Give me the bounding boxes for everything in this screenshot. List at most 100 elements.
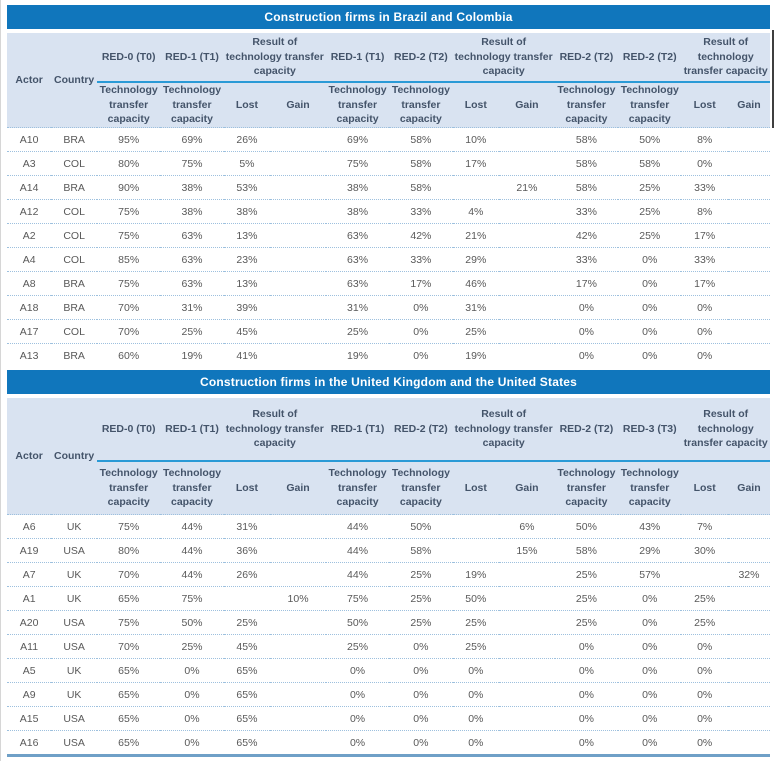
value-cell: 0% (389, 730, 453, 756)
value-cell (499, 247, 555, 272)
value-cell: 0% (554, 295, 619, 320)
value-cell (270, 658, 326, 683)
actor-cell: A15 (7, 706, 52, 731)
country-cell: USA (51, 706, 98, 731)
country-cell: COL (51, 319, 98, 344)
value-cell: 29% (618, 538, 682, 563)
value-cell: 0% (554, 319, 619, 344)
value-cell (499, 319, 555, 344)
value-cell: 25% (681, 610, 728, 635)
value-cell: 0% (681, 343, 728, 368)
value-cell: 29% (452, 247, 500, 272)
value-cell: 58% (554, 538, 619, 563)
value-cell: 65% (97, 706, 161, 731)
value-cell (681, 562, 728, 587)
value-cell: 10% (452, 127, 500, 152)
value-cell: 13% (223, 223, 271, 248)
value-cell: 31% (160, 295, 224, 320)
value-cell (499, 223, 555, 248)
lost-sub-header: Lost (681, 461, 728, 515)
value-cell: 39% (223, 295, 271, 320)
value-cell: 25% (389, 562, 453, 587)
capacity-sub-header: Technology transfer capacity (97, 82, 161, 128)
value-cell: 36% (223, 538, 271, 563)
actor-cell: A17 (7, 319, 52, 344)
country-column-header: Country (51, 33, 98, 128)
actor-column-header: Actor (7, 33, 52, 128)
value-cell: 69% (325, 127, 390, 152)
value-cell (727, 610, 770, 635)
value-cell (499, 610, 555, 635)
value-cell (499, 586, 555, 611)
table-row: A18 BRA 70% 31% 39% 31% 0% 31% 0% 0% 0% (7, 295, 770, 320)
table-row: A7 UK 70% 44% 26% 44% 25% 19% 25% 57% 32% (7, 562, 770, 587)
value-cell: 0% (389, 706, 453, 731)
table-row: A1 UK 65% 75% 10% 75% 25% 50% 25% 0% 25% (7, 586, 770, 611)
value-cell (727, 343, 770, 368)
result-group-header: Result of technology transfer capacity (223, 33, 326, 83)
period-header: RED-2 (T2) (554, 398, 619, 463)
value-cell (270, 199, 326, 224)
value-cell (270, 223, 326, 248)
lost-sub-header: Lost (681, 82, 728, 128)
actor-cell: A18 (7, 295, 52, 320)
actor-cell: A10 (7, 127, 52, 152)
lost-sub-header: Lost (452, 82, 500, 128)
value-cell (499, 199, 555, 224)
value-cell: 25% (554, 586, 619, 611)
value-cell: 21% (452, 223, 500, 248)
value-cell: 0% (681, 658, 728, 683)
period-header: RED-1 (T1) (160, 398, 224, 463)
value-cell: 25% (618, 199, 682, 224)
value-cell (499, 151, 555, 176)
lost-sub-header: Lost (223, 82, 271, 128)
country-cell: UK (51, 586, 98, 611)
value-cell: 0% (160, 706, 224, 731)
value-cell (727, 538, 770, 563)
value-cell: 65% (97, 658, 161, 683)
table-row: A3 COL 80% 75% 5% 75% 58% 17% 58% 58% 0% (7, 151, 770, 176)
value-cell (270, 343, 326, 368)
value-cell: 13% (223, 271, 271, 296)
value-cell: 26% (223, 562, 271, 587)
value-cell (270, 562, 326, 587)
value-cell: 0% (618, 730, 682, 756)
country-cell: UK (51, 682, 98, 707)
value-cell (499, 271, 555, 296)
value-cell: 58% (389, 127, 453, 152)
table-row: A12 COL 75% 38% 38% 38% 33% 4% 33% 25% 8% (7, 199, 770, 224)
value-cell: 50% (618, 127, 682, 152)
table-row: A2 COL 75% 63% 13% 63% 42% 21% 42% 25% 17% (7, 223, 770, 248)
value-cell (727, 175, 770, 200)
value-cell: 31% (325, 295, 390, 320)
value-cell: 21% (499, 175, 555, 200)
value-cell: 0% (618, 634, 682, 659)
value-cell: 0% (452, 682, 500, 707)
value-cell: 33% (554, 247, 619, 272)
value-cell: 44% (160, 514, 224, 539)
value-cell (727, 319, 770, 344)
table-title-bar: Construction firms in Brazil and Colombi… (7, 5, 770, 29)
value-cell: 25% (681, 586, 728, 611)
capacity-sub-header: Technology transfer capacity (160, 82, 224, 128)
country-cell: USA (51, 634, 98, 659)
value-cell: 25% (223, 610, 271, 635)
value-cell: 0% (618, 658, 682, 683)
value-cell: 33% (389, 199, 453, 224)
value-cell: 33% (681, 175, 728, 200)
value-cell: 65% (223, 706, 271, 731)
value-cell: 58% (389, 175, 453, 200)
value-cell: 17% (681, 271, 728, 296)
value-cell: 75% (325, 586, 390, 611)
value-cell: 58% (554, 127, 619, 152)
table-row: A13 BRA 60% 19% 41% 19% 0% 19% 0% 0% 0% (7, 343, 770, 368)
value-cell: 25% (452, 610, 500, 635)
table-row: A9 UK 65% 0% 65% 0% 0% 0% 0% 0% 0% (7, 682, 770, 707)
value-cell: 33% (389, 247, 453, 272)
value-cell (499, 343, 555, 368)
value-cell: 15% (499, 538, 555, 563)
period-header: RED-2 (T2) (389, 33, 453, 83)
value-cell: 0% (160, 682, 224, 707)
value-cell (270, 634, 326, 659)
actor-cell: A20 (7, 610, 52, 635)
